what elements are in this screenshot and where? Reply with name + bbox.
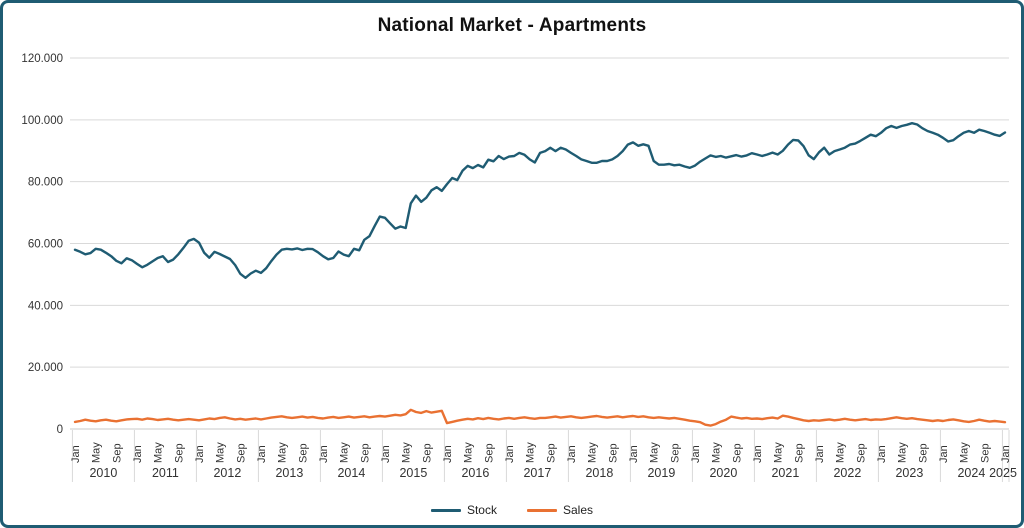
svg-text:Sep: Sep [111, 443, 123, 463]
svg-text:May: May [525, 442, 537, 463]
svg-text:2022: 2022 [833, 466, 861, 480]
svg-text:2018: 2018 [585, 466, 613, 480]
svg-text:May: May [339, 442, 351, 463]
svg-text:80.000: 80.000 [28, 177, 63, 189]
legend: Stock Sales [3, 503, 1021, 517]
sales-line-swatch [526, 508, 557, 512]
legend-label-stock: Stock [466, 503, 497, 517]
chart-title: National Market - Apartments [377, 15, 647, 36]
svg-text:Sep: Sep [545, 443, 557, 463]
svg-text:Sep: Sep [855, 443, 867, 463]
svg-text:May: May [711, 442, 723, 463]
svg-text:120.000: 120.000 [21, 53, 63, 65]
svg-text:0: 0 [57, 424, 63, 436]
svg-text:Sep: Sep [173, 443, 185, 463]
plot-area: 0 20.000 40.000 60.000 80.000 100.000 120.000 J… [21, 53, 1017, 482]
svg-text:Jan: Jan [814, 445, 826, 463]
svg-text:Jan: Jan [194, 445, 206, 463]
svg-text:Jan: Jan [690, 445, 702, 463]
svg-text:May: May [587, 442, 599, 463]
svg-text:40.000: 40.000 [28, 300, 63, 312]
svg-text:20.000: 20.000 [28, 362, 63, 374]
svg-text:Jan: Jan [504, 445, 516, 463]
svg-text:Jan: Jan [70, 445, 82, 463]
svg-text:2012: 2012 [213, 466, 241, 480]
legend-item-sales: Sales [526, 503, 594, 517]
svg-text:May: May [897, 442, 909, 463]
svg-text:May: May [153, 442, 165, 463]
svg-text:Jan: Jan [752, 445, 764, 463]
svg-text:Sep: Sep [979, 443, 991, 463]
svg-text:2011: 2011 [152, 466, 179, 480]
svg-text:2021: 2021 [771, 466, 799, 480]
svg-text:Sep: Sep [793, 443, 805, 463]
svg-text:2024: 2024 [957, 466, 985, 480]
svg-text:Sep: Sep [483, 443, 495, 463]
svg-text:2015: 2015 [399, 466, 427, 480]
svg-text:May: May [401, 442, 413, 463]
svg-text:Jan: Jan [628, 445, 640, 463]
svg-text:Jan: Jan [380, 445, 392, 463]
svg-text:Sep: Sep [607, 443, 619, 463]
svg-text:Jan: Jan [132, 445, 144, 463]
stock-line-swatch [430, 508, 461, 512]
svg-text:May: May [277, 442, 289, 463]
svg-text:Jan: Jan [566, 445, 578, 463]
svg-text:2019: 2019 [647, 466, 675, 480]
svg-text:2020: 2020 [709, 466, 737, 480]
svg-text:May: May [649, 442, 661, 463]
svg-text:Sep: Sep [421, 443, 433, 463]
svg-text:Sep: Sep [235, 443, 247, 463]
svg-text:60.000: 60.000 [28, 239, 63, 251]
svg-text:2010: 2010 [89, 466, 117, 480]
svg-text:May: May [959, 442, 971, 463]
svg-text:Sep: Sep [917, 443, 929, 463]
svg-text:Sep: Sep [731, 443, 743, 463]
legend-item-stock: Stock [430, 503, 497, 517]
svg-text:Jan: Jan [442, 445, 454, 463]
svg-text:2017: 2017 [523, 466, 551, 480]
svg-text:May: May [215, 442, 227, 463]
legend-label-sales: Sales [562, 503, 594, 517]
svg-text:2016: 2016 [461, 466, 489, 480]
svg-text:2013: 2013 [275, 466, 303, 480]
svg-text:Sep: Sep [297, 443, 309, 463]
svg-text:2014: 2014 [337, 466, 365, 480]
svg-text:Sep: Sep [359, 443, 371, 463]
svg-text:Jan: Jan [938, 445, 950, 463]
svg-text:Jan: Jan [318, 445, 330, 463]
svg-text:May: May [91, 442, 103, 463]
svg-text:Sep: Sep [669, 443, 681, 463]
svg-text:Jan: Jan [1000, 445, 1012, 463]
svg-text:May: May [463, 442, 475, 463]
svg-text:May: May [773, 442, 785, 463]
svg-text:2025: 2025 [989, 466, 1017, 480]
svg-text:100.000: 100.000 [21, 115, 63, 127]
svg-text:May: May [835, 442, 847, 463]
svg-text:Jan: Jan [256, 445, 268, 463]
svg-text:Jan: Jan [876, 445, 888, 463]
svg-text:2023: 2023 [895, 466, 923, 480]
